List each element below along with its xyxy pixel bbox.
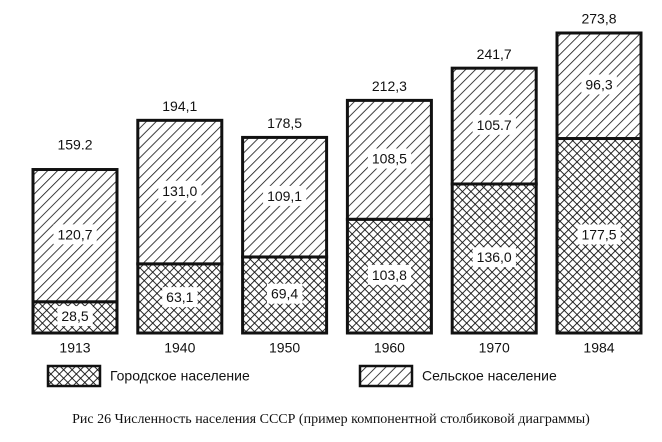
caption: Рис 26 Численность населения СССР (приме… — [72, 412, 590, 427]
bar-segment — [555, 31, 643, 141]
value-label-bg — [57, 306, 93, 327]
total-label: 178,5 — [267, 115, 302, 131]
value-label-bg — [577, 224, 621, 245]
value-label-bg — [53, 224, 97, 245]
value-label-bg — [162, 287, 198, 308]
x-tick-label: 1950 — [269, 340, 300, 356]
x-tick-label: 1940 — [164, 340, 195, 356]
value-label-bg — [158, 180, 202, 201]
value-label-bg — [263, 185, 307, 206]
value-label-bg — [367, 148, 412, 169]
x-tick-label: 1984 — [583, 340, 614, 356]
total-label: 212,3 — [372, 78, 407, 94]
value-label-bg — [581, 74, 617, 95]
total-label: 194,1 — [162, 98, 197, 114]
total-label: 159.2 — [57, 136, 92, 152]
value-label: 63,1 — [166, 289, 193, 305]
value-label: 177,5 — [581, 226, 616, 242]
legend-swatch — [46, 364, 102, 388]
value-label: 109,1 — [267, 188, 302, 204]
value-label: 96,3 — [585, 76, 612, 92]
value-label: 69,4 — [271, 286, 298, 302]
value-label: 131,0 — [162, 183, 197, 199]
value-label-bg — [367, 264, 412, 285]
value-label-bg — [266, 283, 303, 304]
value-label: 105.7 — [477, 117, 512, 133]
legend-label: Сельское население — [422, 368, 557, 384]
x-tick-label: 1960 — [374, 340, 405, 356]
value-label: 28,5 — [61, 308, 88, 324]
value-label: 120,7 — [57, 226, 92, 242]
value-label: 136,0 — [477, 249, 512, 265]
value-label-bg — [472, 247, 516, 268]
value-label: 108,5 — [372, 151, 407, 167]
total-label: 273,8 — [581, 11, 616, 27]
legend-label: Городское население — [110, 368, 250, 384]
value-label-bg — [472, 114, 516, 135]
legend-swatch — [358, 364, 414, 388]
total-label: 241,7 — [477, 46, 512, 62]
x-tick-label: 1970 — [479, 340, 510, 356]
x-tick-label: 1913 — [59, 340, 90, 356]
value-label: 103,8 — [372, 267, 407, 283]
